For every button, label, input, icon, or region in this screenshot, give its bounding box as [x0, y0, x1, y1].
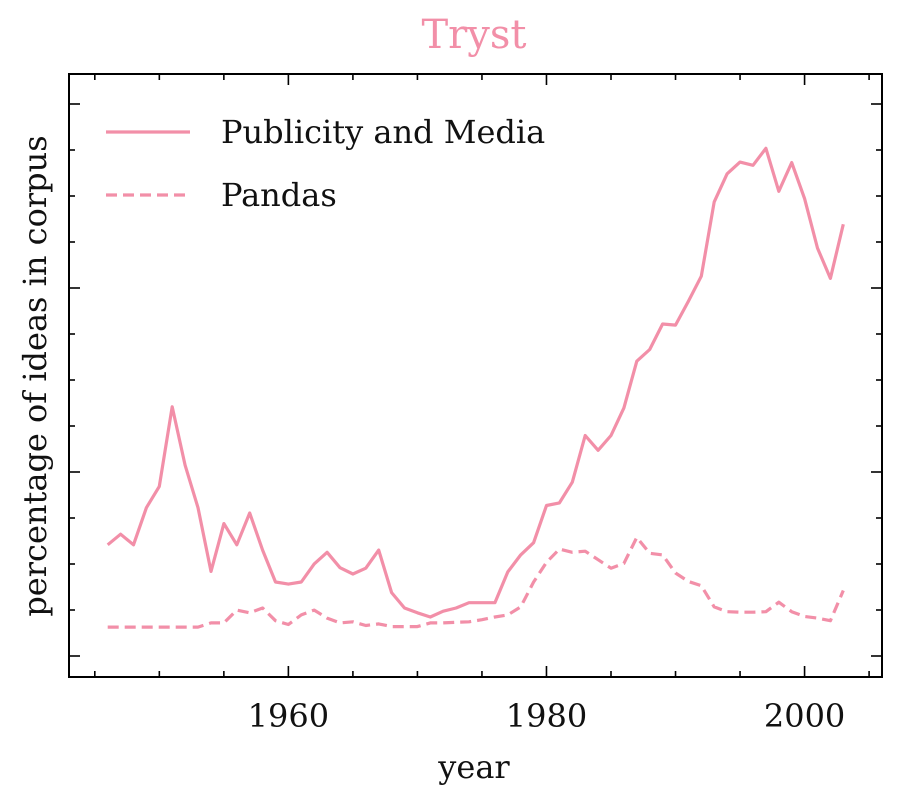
legend: Publicity and Media Pandas — [106, 113, 545, 214]
plot-frame — [68, 73, 883, 678]
y-axis-label: percentage of ideas in corpus — [16, 135, 54, 616]
axis-ticks: 1960 1980 2000 — [69, 74, 882, 735]
x-axis-label: year — [437, 748, 510, 786]
x-tick-label: 2000 — [764, 697, 845, 735]
legend-label: Pandas — [221, 176, 337, 214]
chart-title: Tryst — [422, 12, 527, 58]
x-tick-label: 1960 — [248, 697, 329, 735]
series-line-publicity-and-media — [106, 146, 845, 619]
x-tick-label: 1980 — [506, 697, 587, 735]
legend-label: Publicity and Media — [221, 113, 545, 151]
series-line-pandas — [107, 535, 845, 629]
series-layer — [106, 146, 845, 629]
